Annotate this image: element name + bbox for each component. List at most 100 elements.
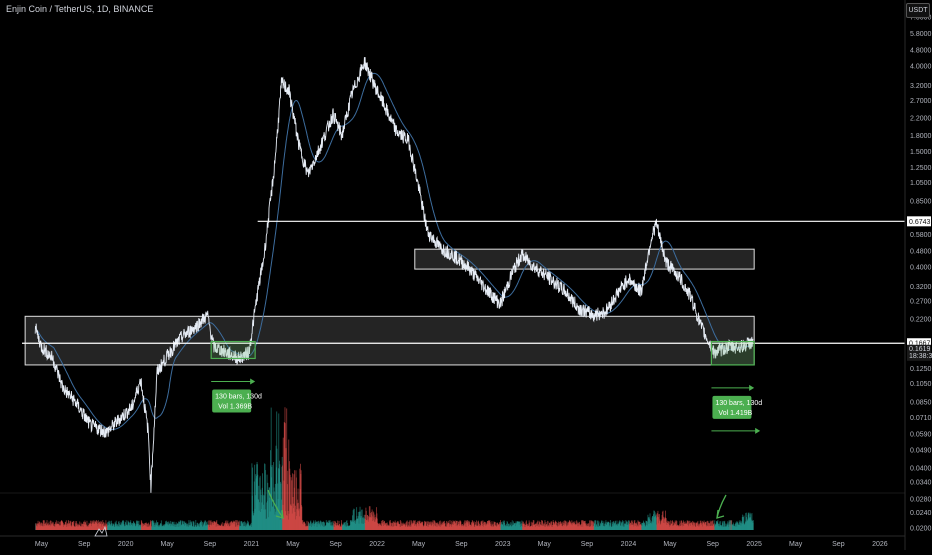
volume-bar xyxy=(714,520,716,530)
volume-bar xyxy=(465,520,467,530)
volume-bar xyxy=(86,520,88,530)
support-zone-2[interactable] xyxy=(414,248,755,270)
date-range-box[interactable] xyxy=(210,340,256,360)
volume-bar xyxy=(105,523,107,530)
volume-bar xyxy=(115,520,117,530)
volume-bar xyxy=(446,521,447,530)
volume-bar xyxy=(264,470,266,530)
volume-bar xyxy=(215,522,217,530)
volume-bar xyxy=(662,510,664,530)
volume-bar xyxy=(482,520,484,530)
date-range-box[interactable] xyxy=(710,340,755,366)
volume-bar xyxy=(499,522,500,530)
volume-bar xyxy=(287,470,289,530)
volume-bar xyxy=(284,423,286,530)
price-level-tag xyxy=(907,338,931,349)
volume-bar xyxy=(154,522,156,530)
x-tick-label: 2023 xyxy=(495,541,511,548)
volume-bar xyxy=(592,521,593,530)
volume-bar xyxy=(406,520,408,530)
volume-bar xyxy=(100,521,102,530)
volume-bar xyxy=(392,521,394,530)
volume-bar xyxy=(177,523,179,530)
volume-bar xyxy=(270,407,272,530)
volume-bar xyxy=(62,523,64,530)
volume-bar xyxy=(295,477,297,530)
volume-bar xyxy=(337,520,339,530)
volume-bar xyxy=(556,522,558,530)
volume-bar xyxy=(588,523,590,530)
volume-bar xyxy=(694,522,696,530)
volume-bar xyxy=(571,520,573,530)
x-tick-label: May xyxy=(663,541,677,548)
range-bars-label: 130 bars, 130d xyxy=(715,400,762,407)
volume-bar xyxy=(449,520,451,530)
volume-bar xyxy=(391,522,393,530)
volume-bar xyxy=(290,477,292,530)
volume-bar xyxy=(589,520,591,530)
y-tick-label: 1.8000 xyxy=(910,133,932,140)
volume-bar xyxy=(201,522,203,530)
volume-bar xyxy=(141,523,143,530)
price-level-tag-label: 0.6743 xyxy=(909,219,931,226)
y-tick-label: 0.0400 xyxy=(910,465,932,472)
x-tick-label: May xyxy=(412,541,426,548)
volume-bar xyxy=(322,521,324,530)
volume-bar xyxy=(316,521,318,530)
y-tick-label: 0.0490 xyxy=(910,448,932,455)
volume-bar xyxy=(542,521,544,530)
volume-bar xyxy=(530,521,532,530)
volume-bar xyxy=(65,520,67,530)
y-tick-label: 0.0240 xyxy=(910,510,932,517)
volume-bar xyxy=(276,448,278,530)
volume-bar xyxy=(80,522,82,530)
volume-bar xyxy=(331,521,333,530)
volume-bar xyxy=(510,522,512,530)
volume-bar xyxy=(285,448,287,530)
x-tick-label: Sep xyxy=(329,541,342,548)
x-tick-label: Sep xyxy=(706,541,719,548)
volume-bar xyxy=(353,508,355,530)
volume-bar xyxy=(358,516,360,530)
volume-bar xyxy=(310,522,312,530)
last-price-label: 0.1619 xyxy=(909,346,931,353)
volume-bar xyxy=(254,464,256,530)
y-tick-label: 7.0000 xyxy=(910,15,932,22)
support-zone-1[interactable] xyxy=(24,315,755,366)
volume-bar xyxy=(271,465,273,530)
volume-bar xyxy=(511,520,513,530)
volume-bar xyxy=(655,517,657,530)
volume-bar xyxy=(519,521,521,530)
y-tick-label: 5.8000 xyxy=(910,31,932,38)
volume-bar xyxy=(172,521,174,530)
y-tick-label: 4.8000 xyxy=(910,48,932,55)
volume-bar xyxy=(216,520,218,530)
y-tick-label: 4.0000 xyxy=(910,63,932,70)
volume-bar xyxy=(722,521,724,530)
volume-bar xyxy=(521,520,523,530)
volume-bar xyxy=(301,506,303,530)
volume-bar xyxy=(294,470,296,530)
volume-bar xyxy=(239,521,241,530)
volume-bar xyxy=(475,520,477,530)
volume-bar xyxy=(491,521,493,530)
volume-bar xyxy=(550,521,552,530)
volume-bar xyxy=(473,521,475,530)
volume-bar xyxy=(727,522,729,530)
x-tick-label: Sep xyxy=(78,541,91,548)
volume-bar xyxy=(238,520,240,530)
currency-button[interactable]: USDT xyxy=(906,3,930,18)
volume-bar xyxy=(244,522,246,530)
range-bars-label: 130 bars, 130d xyxy=(215,393,262,400)
volume-bar xyxy=(752,520,754,530)
volume-bar xyxy=(380,520,382,530)
volume-bar xyxy=(668,521,670,530)
volume-bar xyxy=(636,522,638,530)
x-tick-label: Sep xyxy=(581,541,594,548)
volume-bar xyxy=(706,521,708,530)
volume-bar xyxy=(426,521,428,530)
volume-bar xyxy=(306,520,308,530)
volume-bar xyxy=(541,520,542,530)
